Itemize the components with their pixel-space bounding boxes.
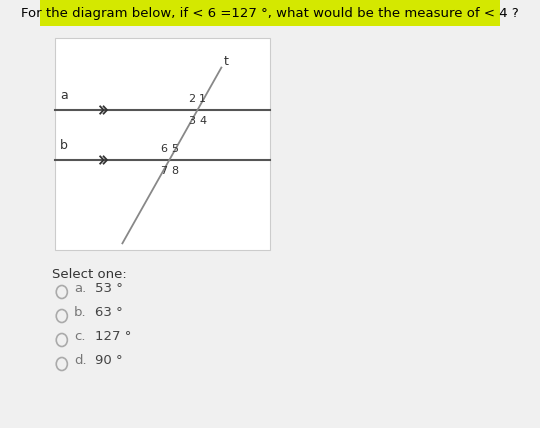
Text: 63 °: 63 ° xyxy=(95,306,123,318)
Text: b.: b. xyxy=(74,306,86,318)
Text: 6: 6 xyxy=(160,144,167,154)
Text: 3: 3 xyxy=(188,116,195,126)
Text: 90 °: 90 ° xyxy=(95,354,123,366)
FancyBboxPatch shape xyxy=(55,38,270,250)
Text: d.: d. xyxy=(74,354,86,366)
Text: 127 °: 127 ° xyxy=(95,330,131,342)
Text: t: t xyxy=(224,55,229,68)
Text: c.: c. xyxy=(74,330,85,342)
Text: b: b xyxy=(60,139,68,152)
FancyBboxPatch shape xyxy=(39,0,501,26)
Text: 8: 8 xyxy=(171,166,178,176)
Text: 4: 4 xyxy=(199,116,206,126)
Text: a: a xyxy=(60,89,68,102)
Text: 1: 1 xyxy=(199,94,206,104)
Text: 7: 7 xyxy=(160,166,167,176)
Text: Select one:: Select one: xyxy=(52,268,126,281)
Text: 2: 2 xyxy=(188,94,195,104)
Text: For the diagram below, if < 6 =127 °, what would be the measure of < 4 ?: For the diagram below, if < 6 =127 °, wh… xyxy=(21,6,519,20)
Text: 5: 5 xyxy=(171,144,178,154)
Text: 53 °: 53 ° xyxy=(95,282,123,294)
Text: a.: a. xyxy=(74,282,86,294)
